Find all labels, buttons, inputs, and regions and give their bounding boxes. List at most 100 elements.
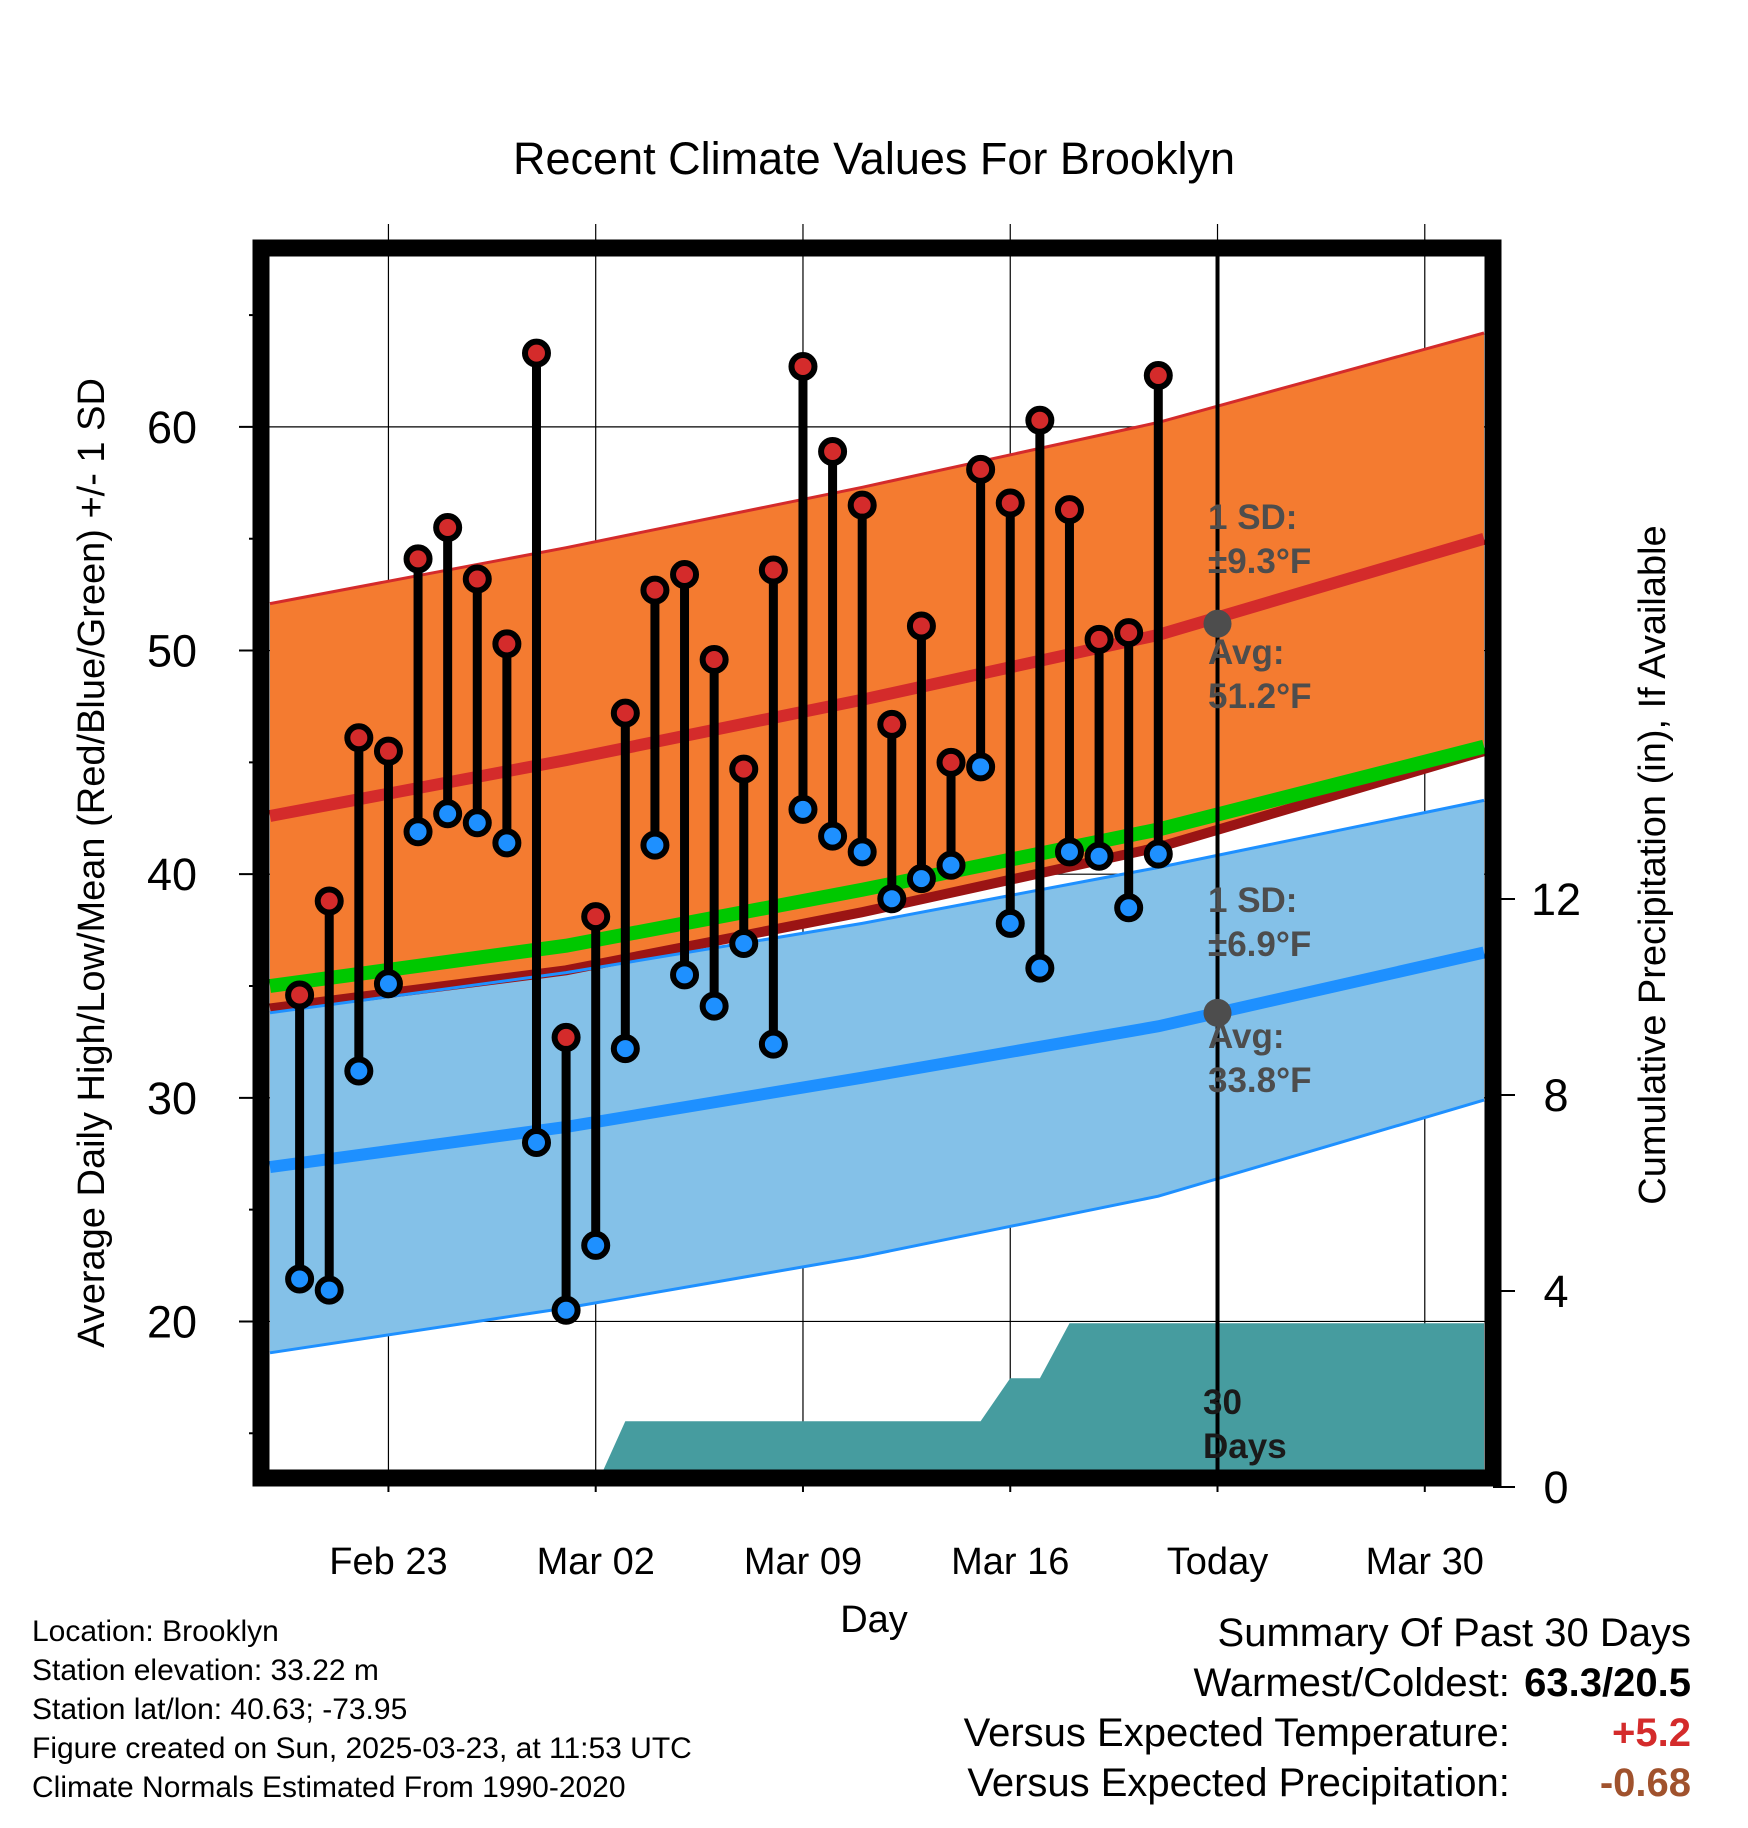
overlap-edge [269, 746, 1486, 1014]
x-axis-label: Day [840, 1599, 908, 1641]
daily-low-point [906, 864, 936, 894]
daily-low-point [314, 1275, 344, 1305]
precip-value: -0.68 [1599, 1761, 1691, 1805]
daily-high-point [906, 611, 936, 641]
daily-low-point [373, 969, 403, 999]
normals-text: Climate Normals Estimated From 1990-2020 [32, 1771, 626, 1804]
daily-high-point [788, 352, 818, 382]
high-avg-annotation: 51.2°F [1208, 677, 1312, 716]
daily-high-point [1025, 405, 1055, 435]
y-axis-label: Average Daily High/Low/Mean (Red/Blue/Gr… [71, 378, 113, 1348]
daily-low-point [403, 817, 433, 847]
low-sd-annotation: ±6.9°F [1208, 925, 1311, 964]
daily-low-point [1054, 837, 1084, 867]
summary-panel: Summary Of Past 30 Days Warmest/Coldest:… [964, 1608, 1691, 1808]
daily-low-point [640, 830, 670, 860]
daily-low-point [877, 884, 907, 914]
daily-low-point [995, 908, 1025, 938]
warmest-value: 63.3/20.5 [1524, 1661, 1691, 1705]
y2-tick-label: 0 [1543, 1462, 1568, 1513]
daily-high-point [670, 560, 700, 590]
y-tick-label: 20 [147, 1296, 197, 1347]
daily-high-point [699, 644, 729, 674]
station-info: Location: Brooklyn Station elevation: 33… [32, 1612, 692, 1807]
high-sd-annotation: ±9.3°F [1208, 542, 1311, 581]
y2-tick-label: 12 [1531, 874, 1581, 925]
daily-low-point [610, 1034, 640, 1064]
daily-high-point [344, 723, 374, 753]
normals-bands [268, 331, 1486, 1355]
daily-high-point [433, 513, 463, 543]
low-sd-annotation: 1 SD: [1208, 881, 1297, 920]
y2-axis-label: Cumulative Precipitation (in), If Availa… [1632, 525, 1674, 1204]
daily-high-point [492, 629, 522, 659]
daily-high-point [581, 902, 611, 932]
daily-high-point [551, 1022, 581, 1052]
latlon-text: Station lat/lon: 40.63; -73.95 [32, 1693, 408, 1726]
daily-low-point [847, 837, 877, 867]
y-tick-label: 60 [147, 402, 197, 453]
daily-low-point [433, 799, 463, 829]
temp-value: +5.2 [1612, 1711, 1691, 1755]
high-avg-annotation: Avg: [1208, 633, 1284, 672]
daily-low-point [729, 929, 759, 959]
daily-high-point [640, 575, 670, 605]
location-text: Location: Brooklyn [32, 1615, 279, 1648]
mean-normal-line [269, 739, 1486, 993]
daily-low-point [521, 1128, 551, 1158]
window-annotation: Days [1203, 1427, 1287, 1466]
daily-high-point [521, 338, 551, 368]
high-sd-annotation: 1 SD: [1208, 498, 1297, 537]
precip-cumulative-area [270, 1323, 1484, 1478]
precip-area [270, 1323, 1484, 1478]
daily-high-point [403, 544, 433, 574]
daily-high-point [1114, 618, 1144, 648]
created-text: Figure created on Sun, 2025-03-23, at 11… [32, 1732, 692, 1765]
daily-high-point [1143, 360, 1173, 390]
today-marker [1203, 248, 1232, 1478]
daily-low-point [462, 808, 492, 838]
y-tick-label: 30 [147, 1073, 197, 1124]
daily-low-point [1114, 893, 1144, 923]
daily-high-point [818, 437, 848, 467]
x-tick-label: Today [1167, 1541, 1268, 1583]
precip-label: Versus Expected Precipitation: [967, 1761, 1510, 1805]
y-tick-label: 40 [147, 849, 197, 900]
today-high-avg-marker [1203, 609, 1232, 638]
daily-high-point [314, 886, 344, 916]
x-tick-label: Mar 30 [1366, 1541, 1484, 1583]
daily-high-point [373, 736, 403, 766]
daily-low-point [1143, 839, 1173, 869]
daily-low-point [551, 1295, 581, 1325]
daily-high-point [936, 747, 966, 777]
y2-tick-label: 8 [1543, 1070, 1568, 1121]
summary-temp-row: Versus Expected Temperature: +5.2 [964, 1708, 1691, 1758]
daily-low-point [699, 991, 729, 1021]
daily-high-point [1084, 624, 1114, 654]
x-tick-label: Mar 16 [951, 1541, 1069, 1583]
daily-high-point [729, 754, 759, 784]
daily-low-point [492, 828, 522, 858]
x-tick-label: Mar 09 [744, 1541, 862, 1583]
daily-high-point [1054, 495, 1084, 525]
daily-low-point [285, 1264, 315, 1294]
daily-low-point [936, 850, 966, 880]
daily-high-point [877, 709, 907, 739]
daily-high-point [758, 555, 788, 585]
daily-high-point [462, 564, 492, 594]
low-avg-annotation: Avg: [1208, 1017, 1284, 1056]
y-tick-label: 50 [147, 626, 197, 677]
chart-title: Recent Climate Values For Brooklyn [513, 133, 1235, 184]
axes: Feb 23 Mar 02 Mar 09 Mar 16 Today Mar 30 Day 20… [71, 224, 1674, 1641]
daily-high-point [995, 488, 1025, 518]
low-normal-line [269, 946, 1486, 1174]
elevation-text: Station elevation: 33.22 m [32, 1654, 379, 1687]
daily-low-point [344, 1056, 374, 1086]
daily-low-point [758, 1029, 788, 1059]
plot-frame [252, 239, 1502, 1487]
daily-high-point [285, 980, 315, 1010]
y2-tick-label: 4 [1543, 1266, 1568, 1317]
x-tick-label: Mar 02 [537, 1541, 655, 1583]
daily-high-point [847, 490, 877, 520]
